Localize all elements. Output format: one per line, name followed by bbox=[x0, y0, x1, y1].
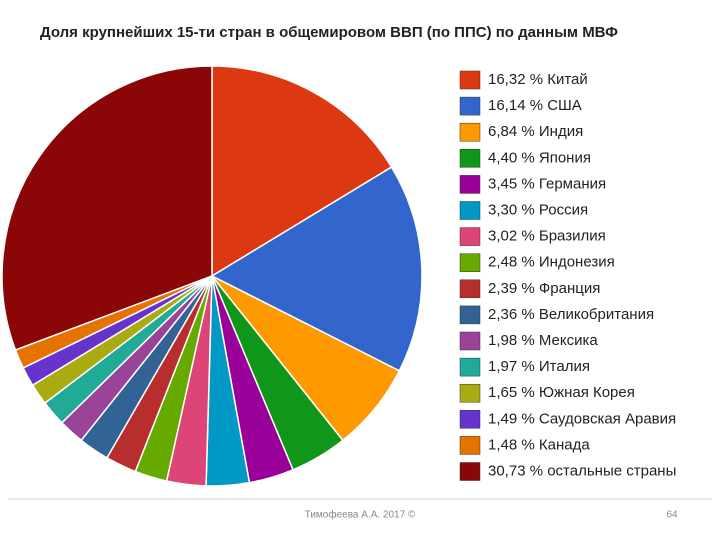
legend-name: США bbox=[547, 97, 582, 114]
legend-name: Бразилия bbox=[539, 228, 606, 245]
legend-swatch bbox=[459, 279, 481, 299]
pie-slice bbox=[210, 166, 423, 372]
legend-label: 2,36 % Великобритания bbox=[488, 306, 654, 323]
legend-swatch bbox=[459, 436, 481, 455]
footer-author: Тимофеева А.А. 2017 © bbox=[305, 509, 416, 521]
legend-label: 2,48 % Индонезия bbox=[488, 254, 615, 271]
legend-swatch bbox=[459, 96, 481, 116]
legend-name: Саудовская Аравия bbox=[539, 410, 676, 427]
legend-label: 30,73 % остальные страны bbox=[488, 462, 676, 479]
legend-swatch bbox=[459, 201, 481, 220]
pie-slice bbox=[211, 65, 393, 278]
legend-name: Китай bbox=[547, 71, 588, 88]
legend-value: 6,84 % bbox=[488, 123, 535, 140]
legend-label: 1,98 % Мексика bbox=[488, 332, 598, 349]
legend-name: Индия bbox=[539, 123, 583, 140]
legend-value: 2,48 % bbox=[488, 254, 535, 271]
legend-value: 16,32 % bbox=[488, 71, 543, 88]
legend-name: Южная Корея bbox=[539, 384, 635, 401]
legend-swatch bbox=[459, 253, 481, 272]
legend-label: 3,02 % Бразилия bbox=[488, 228, 606, 245]
legend-name: Италия bbox=[539, 358, 590, 375]
legend-swatch bbox=[459, 357, 481, 377]
legend-value: 2,39 % bbox=[488, 280, 535, 297]
legend-value: 2,36 % bbox=[488, 306, 535, 323]
legend-name: Канада bbox=[539, 436, 590, 453]
legend-swatch bbox=[459, 70, 481, 90]
legend-label: 6,84 % Индия bbox=[488, 123, 583, 140]
legend-value: 4,40 % bbox=[488, 149, 535, 166]
legend-name: Германия bbox=[539, 175, 606, 192]
legend-label: 1,49 % Саудовская Аравия bbox=[488, 410, 676, 427]
legend-swatch bbox=[459, 305, 481, 325]
legend-label: 4,40 % Япония bbox=[488, 149, 591, 166]
legend-label: 2,39 % Франция bbox=[488, 280, 600, 297]
legend-value: 16,14 % bbox=[488, 97, 543, 114]
legend-name: Великобритания bbox=[539, 306, 654, 323]
legend-name: остальные страны bbox=[547, 462, 676, 479]
legend-label: 16,32 % Китай bbox=[488, 71, 588, 88]
legend-name: Индонезия bbox=[539, 254, 615, 271]
legend-swatch bbox=[459, 462, 481, 481]
legend-label: 1,48 % Канада bbox=[488, 436, 590, 453]
legend-swatch bbox=[459, 410, 481, 429]
legend-label: 16,14 % США bbox=[488, 97, 582, 114]
legend-name: Россия bbox=[539, 201, 588, 218]
legend-name: Япония bbox=[539, 149, 591, 166]
legend-value: 1,48 % bbox=[488, 436, 535, 453]
legend-value: 1,98 % bbox=[488, 332, 535, 349]
page-number: 64 bbox=[666, 510, 678, 521]
legend-swatch bbox=[459, 149, 481, 168]
legend-swatch bbox=[459, 227, 481, 246]
legend-label: 3,30 % Россия bbox=[488, 201, 588, 218]
legend-label: 1,97 % Италия bbox=[488, 358, 590, 375]
legend-value: 1,49 % bbox=[488, 410, 535, 427]
legend-value: 3,30 % bbox=[488, 201, 535, 218]
legend-value: 1,65 % bbox=[488, 384, 535, 401]
legend-value: 1,97 % bbox=[488, 358, 535, 375]
legend-value: 3,45 % bbox=[488, 175, 535, 192]
chart-title: Доля крупнейших 15-ти стран в общемирово… bbox=[40, 24, 618, 41]
legend-swatch bbox=[459, 383, 481, 403]
legend-swatch bbox=[459, 122, 481, 142]
legend-swatch bbox=[459, 331, 481, 351]
legend-name: Мексика bbox=[539, 332, 599, 349]
legend-value: 3,02 % bbox=[488, 228, 535, 245]
legend-swatch bbox=[459, 175, 481, 194]
legend-label: 1,65 % Южная Корея bbox=[488, 384, 635, 401]
legend-name: Франция bbox=[539, 280, 600, 297]
legend-value: 30,73 % bbox=[488, 462, 543, 479]
legend-label: 3,45 % Германия bbox=[488, 175, 606, 192]
pie-slice bbox=[1, 65, 213, 351]
